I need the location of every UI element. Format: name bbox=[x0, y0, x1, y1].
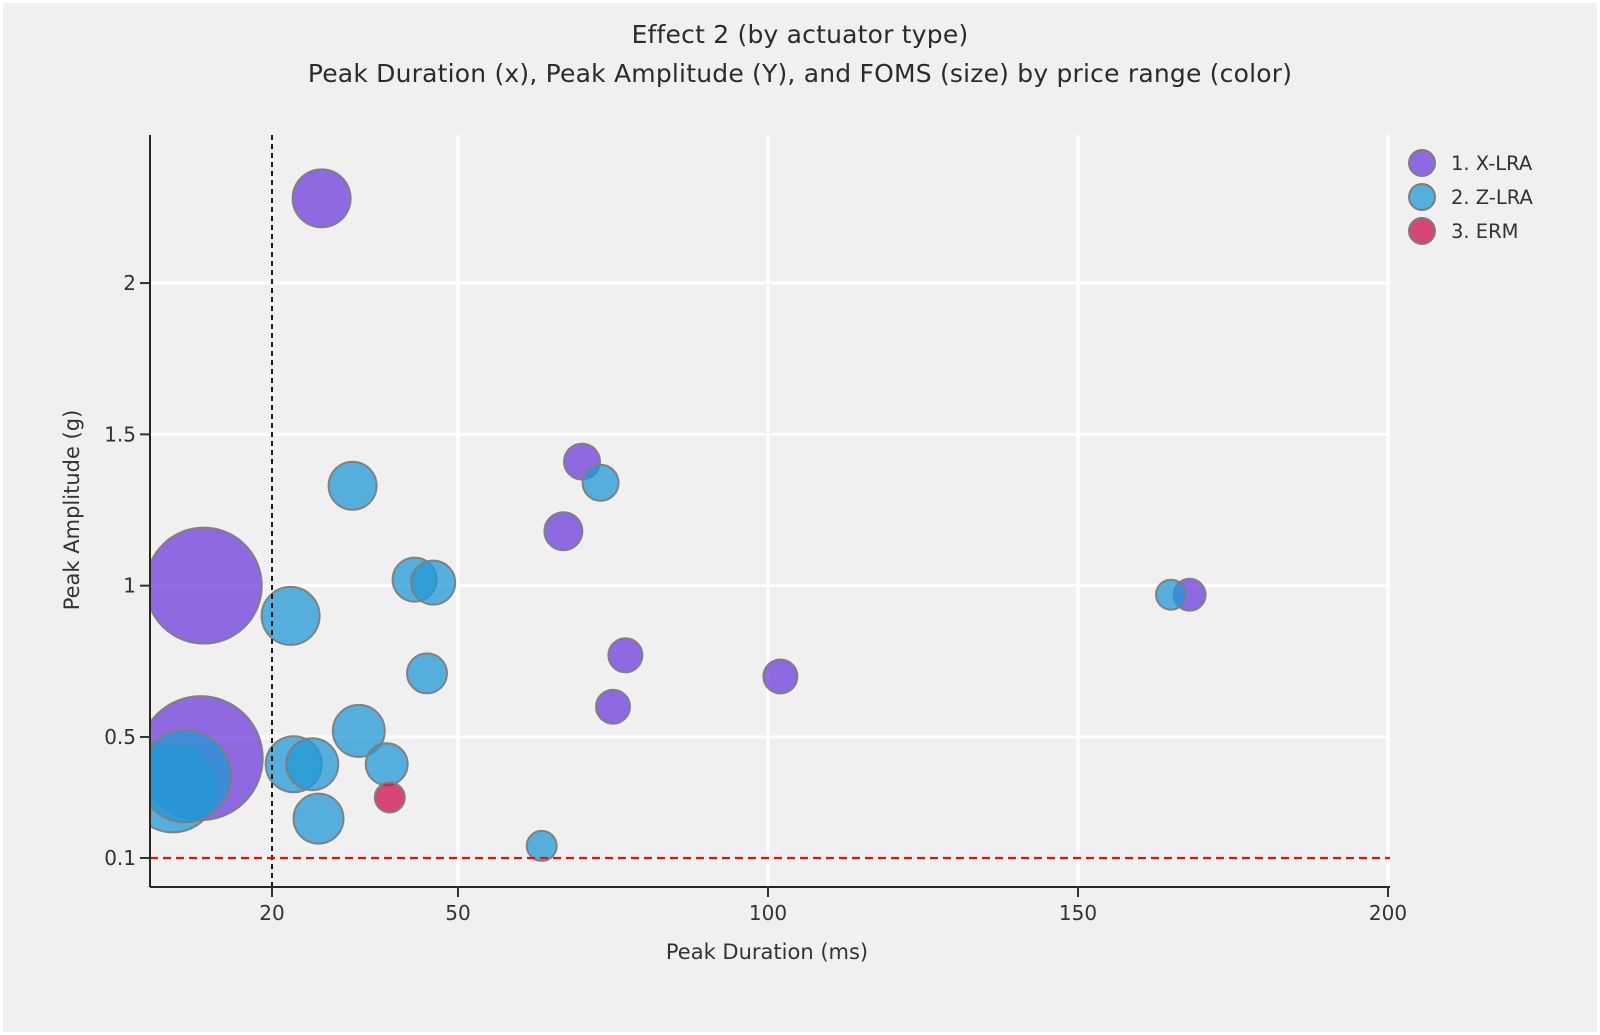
x-axis-label: Peak Duration (ms) bbox=[665, 940, 869, 964]
x-tick-label: 20 bbox=[259, 901, 284, 925]
chart-subtitle: Peak Duration (x), Peak Amplitude (Y), a… bbox=[307, 59, 1293, 88]
legend-item-x-lra: 1. X-LRA bbox=[1408, 149, 1533, 177]
bubble-z-lra bbox=[331, 703, 386, 758]
bubble-z-lra bbox=[1155, 578, 1187, 611]
y-tick-label: 2 bbox=[123, 271, 136, 295]
x-tick-label: 150 bbox=[1059, 901, 1097, 925]
y-axis-label: Peak Amplitude (g) bbox=[60, 409, 84, 611]
bubble-x-lra bbox=[150, 526, 263, 645]
legend-item-z-lra: 2. Z-LRA bbox=[1408, 183, 1533, 211]
chart-title: Effect 2 (by actuator type) bbox=[631, 20, 969, 49]
legend: 1. X-LRA 2. Z-LRA 3. ERM bbox=[1408, 149, 1533, 245]
legend-label-x-lra: 1. X-LRA bbox=[1451, 151, 1533, 175]
bubble-x-lra bbox=[607, 637, 644, 674]
bubble-z-lra bbox=[260, 585, 321, 646]
bubble-z-lra bbox=[292, 792, 345, 845]
legend-label-z-lra: 2. Z-LRA bbox=[1451, 185, 1533, 209]
bubble-z-lra bbox=[581, 463, 620, 502]
bubble-z-lra bbox=[406, 652, 448, 695]
legend-marker-x-lra-icon bbox=[1408, 149, 1436, 177]
bubble-x-lra bbox=[543, 511, 584, 552]
bubble-z-lra bbox=[150, 729, 233, 824]
y-tick-label: 1.5 bbox=[104, 422, 136, 446]
bubble-x-lra bbox=[762, 658, 799, 695]
bubble-z-lra bbox=[285, 737, 340, 792]
bubble-z-lra bbox=[364, 742, 409, 787]
bubble-z-lra bbox=[525, 829, 558, 862]
bubble-z-lra bbox=[327, 460, 378, 511]
x-tick-label: 50 bbox=[445, 901, 470, 925]
legend-label-erm: 3. ERM bbox=[1451, 219, 1519, 243]
bubble-z-lra bbox=[410, 559, 457, 606]
bubble-x-lra bbox=[291, 168, 352, 229]
legend-item-erm: 3. ERM bbox=[1408, 217, 1533, 245]
y-tick-label: 0.5 bbox=[104, 725, 136, 749]
bubble-x-lra bbox=[595, 688, 631, 725]
y-tick-label: 0.1 bbox=[104, 846, 136, 870]
y-tick-label: 1 bbox=[123, 574, 136, 598]
x-tick-label: 200 bbox=[1369, 901, 1407, 925]
bubble-erm bbox=[373, 781, 406, 814]
x-tick-label: 100 bbox=[749, 901, 787, 925]
legend-marker-z-lra-icon bbox=[1408, 183, 1436, 211]
legend-marker-erm-icon bbox=[1408, 217, 1436, 245]
